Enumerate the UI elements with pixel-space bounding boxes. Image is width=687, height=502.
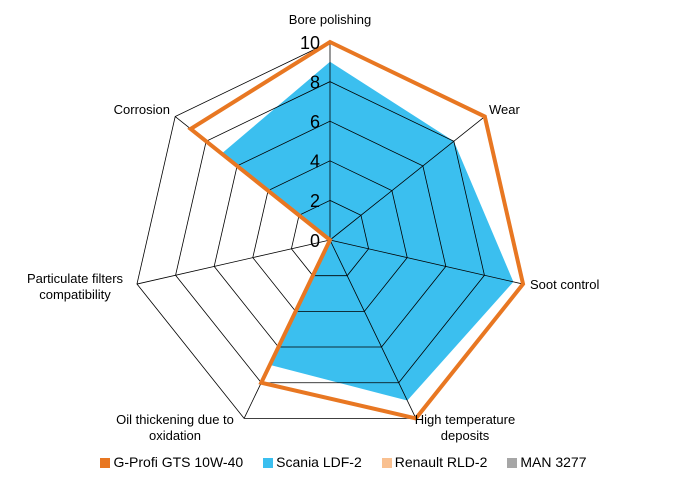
series-line	[187, 39, 526, 421]
legend-item: MAN 3277	[507, 454, 587, 470]
axis-spoke	[136, 239, 331, 285]
category-label: Corrosion	[113, 102, 170, 117]
r-tick-label: 8	[310, 72, 320, 92]
legend-item: Renault RLD-2	[381, 454, 488, 470]
legend-label: MAN 3277	[520, 454, 587, 470]
grid-ring	[175, 81, 485, 384]
grid-ring	[252, 160, 408, 312]
legend: G-Profi GTS 10W-40 Scania LDF-2 Renault RL…	[0, 454, 687, 470]
category-label: Wear	[489, 102, 520, 117]
legend-swatch	[507, 458, 518, 468]
category-label: Soot control	[530, 277, 600, 292]
r-tick-label: 10	[300, 33, 320, 53]
legend-label: Scania LDF-2	[276, 454, 362, 470]
r-tick-label: 2	[310, 191, 320, 211]
r-tick-label: 4	[310, 152, 320, 172]
legend-swatch	[100, 458, 111, 468]
legend-item: G-Profi GTS 10W-40	[100, 454, 243, 470]
legend-swatch	[381, 458, 392, 468]
grid-ring	[213, 120, 447, 348]
category-label: Particulate filters compatibility	[26, 271, 124, 302]
legend-swatch	[263, 458, 274, 468]
r-tick-label: 0	[310, 231, 320, 251]
category-label: Bore polishing	[288, 12, 372, 27]
category-label: Oil thickening due to oxidation	[116, 412, 234, 443]
legend-item: Scania LDF-2	[263, 454, 362, 470]
legend-label: G-Profi GTS 10W-40	[113, 454, 244, 470]
category-label: High temperature deposits	[414, 412, 516, 443]
r-tick-label: 6	[310, 112, 320, 132]
axis-spoke	[329, 239, 524, 285]
axis-spoke	[329, 116, 486, 241]
grid-ring	[290, 199, 370, 277]
legend-label: Renault RLD-2	[394, 454, 488, 470]
axis-spoke	[329, 239, 417, 419]
